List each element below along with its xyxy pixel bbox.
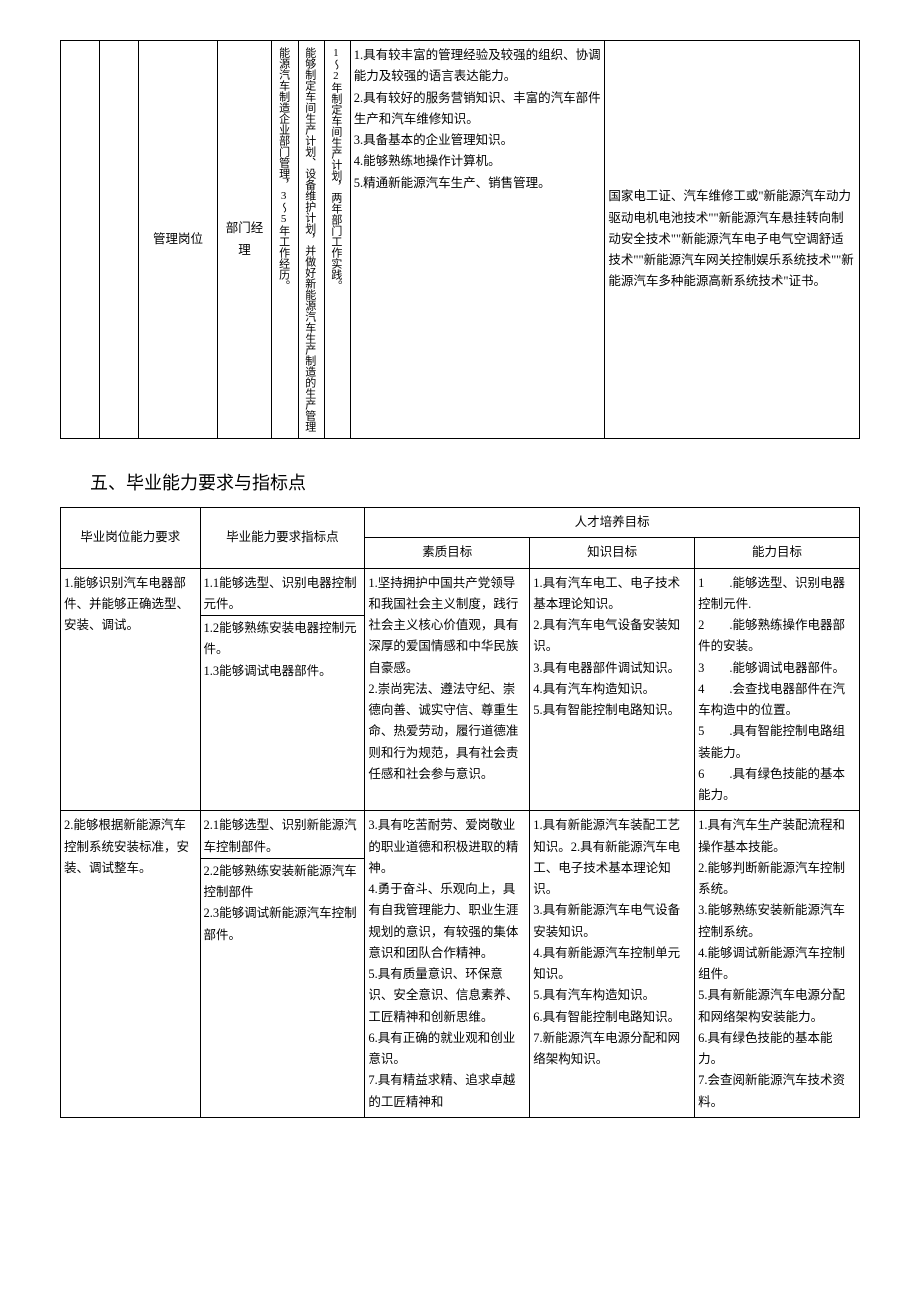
indicator-1-1: 1.1能够选型、识别电器控制元件。 [204,573,362,616]
cell-requirements: 1.具有较丰富的管理经验及较强的组织、协调能力及较强的语言表达能力。 2.具有较… [350,41,605,439]
cell-vert-2: 能够制定车间生产计划、设备维护计划，并做好新能源汽车生产制造的生产管理 [298,41,324,439]
table-row: 1.能够识别汽车电器部件、并能够正确选型、安装、调试。 1.1能够选型、识别电器… [61,568,860,811]
indicator-2-1: 2.1能够选型、识别新能源汽车控制部件。 [204,815,362,858]
table-header-row-1: 毕业岗位能力要求 毕业能力要求指标点 人才培养目标 [61,508,860,538]
cell-certificates: 国家电工证、汽车维修工或"新能源汽车动力驱动电机电池技术""新能源汽车悬挂转向制… [605,41,860,439]
section-title-graduation: 五、毕业能力要求与指标点 [90,469,860,495]
table-row: 2.能够根据新能源汽车控制系统安装标准，安装、调试整车。 2.1能够选型、识别新… [61,811,860,1118]
cell-req-1: 1.能够识别汽车电器部件、并能够正确选型、安装、调试。 [61,568,201,811]
cell-vert-1: 能源汽车制造企业部门管理，3～5年工作经历。 [272,41,298,439]
cell-req-2: 2.能够根据新能源汽车控制系统安装标准，安装、调试整车。 [61,811,201,1118]
cell-knowledge-2: 1.具有新能源汽车装配工艺知识。2.具有新能源汽车电工、电子技术基本理论知识。 … [530,811,695,1118]
cell-indicator-1: 1.1能够选型、识别电器控制元件。 1.2能够熟练安装电器控制元件。 1.3能够… [200,568,365,811]
header-ability-req: 毕业岗位能力要求 [61,508,201,569]
cell-empty-2 [100,41,139,439]
cell-vert-3: 1～2年制定车间生产计划，两年部门工作实践。 [324,41,350,439]
table-graduation-requirements: 毕业岗位能力要求 毕业能力要求指标点 人才培养目标 素质目标 知识目标 能力目标… [60,507,860,1118]
cell-indicator-2: 2.1能够选型、识别新能源汽车控制部件。 2.2能够熟练安装新能源汽车控制部件 … [200,811,365,1118]
header-quality: 素质目标 [365,538,530,568]
cell-position-name: 部门经理 [217,41,272,439]
cell-quality-1: 1.坚持拥护中国共产党领导和我国社会主义制度，践行社会主义核心价值观，具有深厚的… [365,568,530,811]
indicator-1-2: 1.2能够熟练安装电器控制元件。 1.3能够调试电器部件。 [204,618,362,682]
indicator-2-2: 2.2能够熟练安装新能源汽车控制部件 2.3能够调试新能源汽车控制部件。 [204,861,362,946]
header-ability: 能力目标 [695,538,860,568]
cell-ability-2: 1.具有汽车生产装配流程和操作基本技能。 2.能够判断新能源汽车控制系统。 3.… [695,811,860,1118]
header-talent-goal: 人才培养目标 [365,508,860,538]
table-management-position: 管理岗位 部门经理 能源汽车制造企业部门管理，3～5年工作经历。 能够制定车间生… [60,40,860,439]
header-knowledge: 知识目标 [530,538,695,568]
table-row: 管理岗位 部门经理 能源汽车制造企业部门管理，3～5年工作经历。 能够制定车间生… [61,41,860,439]
cell-empty-1 [61,41,100,439]
cell-knowledge-1: 1.具有汽车电工、电子技术基本理论知识。 2.具有汽车电气设备安装知识。 3.具… [530,568,695,811]
cell-ability-1: 1 .能够选型、识别电器控制元件. 2 .能够熟练操作电器部件的安装。 3 .能… [695,568,860,811]
cell-position-type: 管理岗位 [139,41,217,439]
header-indicator: 毕业能力要求指标点 [200,508,365,569]
cell-quality-2: 3.具有吃苦耐劳、爱岗敬业的职业道德和积极进取的精神。 4.勇于奋斗、乐观向上，… [365,811,530,1118]
